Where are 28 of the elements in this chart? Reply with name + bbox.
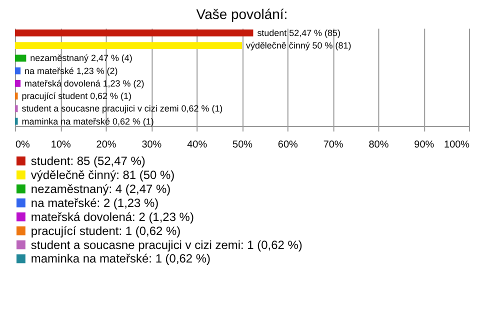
legend-label: na mateřské: 2 (1,23 %) <box>30 196 159 210</box>
x-tick-label: 40% <box>187 139 208 150</box>
x-tick-label: 0% <box>15 139 30 150</box>
data-label: nezaměstnaný 2,47 % (4) <box>30 53 132 64</box>
data-label: maminka na mateřské 0,62 % (1) <box>22 116 154 126</box>
data-label: student a soucasne pracujici v cizi zemi 0,62 % (1) <box>22 104 223 114</box>
data-label: výdělečně činný 50 % (81) <box>246 40 352 51</box>
x-tick-label: 100% <box>444 139 470 150</box>
legend-label: student a soucasne pracujici v cizi zemi: 1 (0,62 %) <box>30 238 302 252</box>
chart-title: Vaše povolání: <box>196 6 288 22</box>
legend-label: mateřská dovolená: 2 (1,23 %) <box>30 210 194 224</box>
legend-label: pracující student: 1 (0,62 %) <box>30 224 181 238</box>
data-label: pracující student 0,62 % (1) <box>22 91 132 102</box>
x-tick-label: 60% <box>278 139 298 150</box>
x-tick-label: 20% <box>96 139 116 150</box>
x-tick-label: 10% <box>50 139 71 150</box>
legend-label: výdělečně činný: 81 (50 %) <box>30 168 175 182</box>
data-label: mateřská dovolená 1,23 % (2) <box>24 78 144 88</box>
legend-label: student: 85 (52,47 %) <box>30 154 146 168</box>
x-tick-label: 90% <box>414 139 434 150</box>
x-tick-label: 80% <box>368 139 389 150</box>
legend-label: maminka na mateřské: 1 (0,62 %) <box>30 252 211 266</box>
legend-label: nezaměstnaný: 4 (2,47 %) <box>30 182 171 196</box>
data-label: student 52,47 % (85) <box>257 28 340 38</box>
x-tick-label: 50% <box>232 139 253 150</box>
x-tick-label: 70% <box>323 139 344 150</box>
data-label: na mateřské 1,23 % (2) <box>24 66 118 76</box>
x-tick-label: 30% <box>142 139 162 150</box>
